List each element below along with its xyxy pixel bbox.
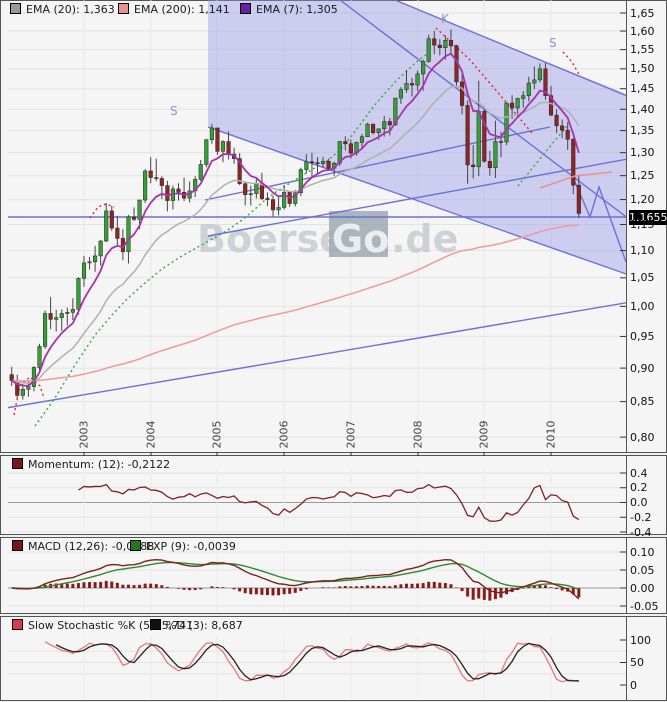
watermark-text-1: Boerse [197,217,345,261]
watermark-box [329,211,388,257]
watermark-text-3: .de [391,217,458,261]
watermark-text-2: Go [332,217,389,261]
